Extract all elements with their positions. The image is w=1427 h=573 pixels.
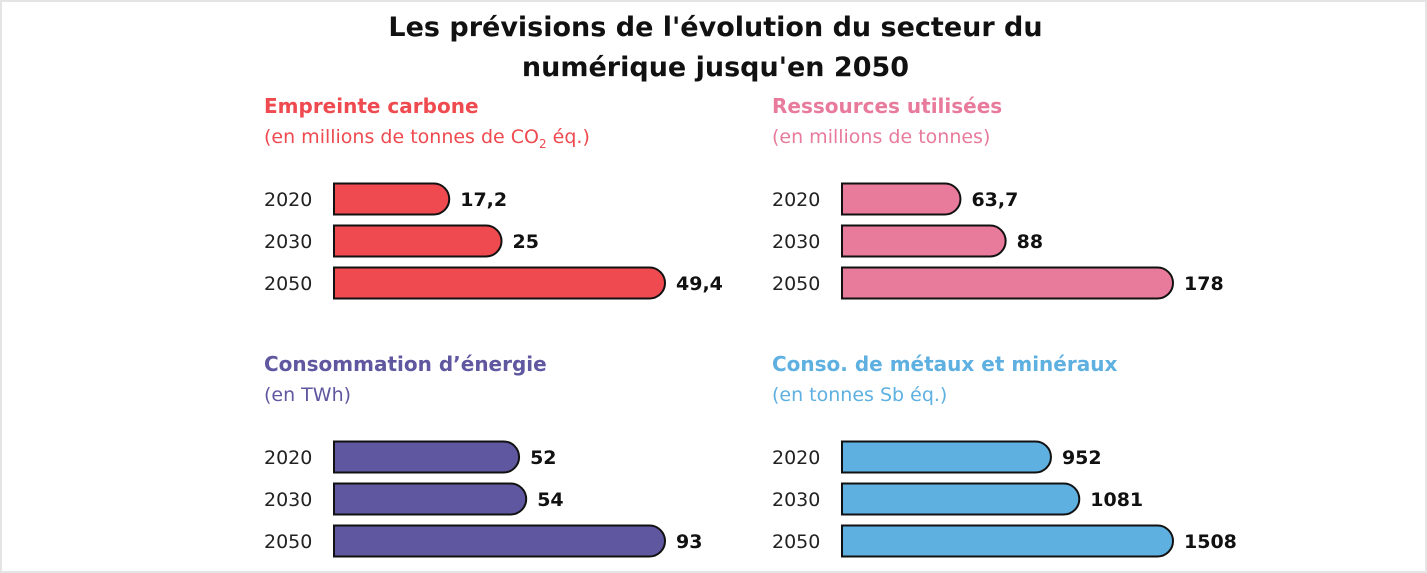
bar bbox=[333, 524, 666, 558]
year-label: 2030 bbox=[264, 231, 312, 253]
year-label: 2030 bbox=[772, 489, 820, 511]
bar bbox=[841, 524, 1174, 558]
bar-chart: 2020 52 2030 54 2050 93 bbox=[264, 440, 702, 558]
chart-title-line-1: Les prévisions de l'évolution du secteur… bbox=[388, 12, 1043, 43]
bar bbox=[333, 182, 451, 216]
panel-subtitle: (en millions de tonnes) bbox=[772, 126, 991, 148]
panel-title: Empreinte carbone bbox=[264, 94, 479, 118]
value-label: 1081 bbox=[1090, 489, 1143, 511]
panel-subtitle: (en millions de tonnes de CO2 éq.) bbox=[264, 126, 590, 151]
year-label: 2020 bbox=[264, 189, 312, 211]
value-label: 17,2 bbox=[460, 189, 507, 211]
bar bbox=[841, 440, 1052, 474]
value-label: 178 bbox=[1184, 273, 1224, 295]
year-label: 2020 bbox=[264, 447, 312, 469]
year-label: 2050 bbox=[772, 273, 820, 295]
bar bbox=[841, 182, 962, 216]
bar-chart: 2020 952 2030 1081 2050 1508 bbox=[772, 440, 1237, 558]
bar-chart: 2020 63,7 2030 88 2050 178 bbox=[772, 182, 1224, 300]
panel-metaux-mineraux: Conso. de métaux et minéraux (en tonnes … bbox=[772, 352, 1372, 572]
bar bbox=[333, 482, 528, 516]
year-label: 2050 bbox=[772, 531, 820, 553]
bar bbox=[333, 440, 520, 474]
chart-title-line-2: numérique jusqu'en 2050 bbox=[521, 52, 910, 83]
value-label: 52 bbox=[530, 447, 556, 469]
panel-title: Conso. de métaux et minéraux bbox=[772, 352, 1118, 376]
panel-consommation-energie: Consommation d’énergie (en TWh) 2020 52 20… bbox=[264, 352, 864, 572]
bar bbox=[841, 266, 1174, 300]
value-label: 49,4 bbox=[676, 273, 723, 295]
panel-title: Consommation d’énergie bbox=[264, 352, 547, 376]
bar-chart: 2020 17,2 2030 25 2050 49,4 bbox=[264, 182, 723, 300]
panel-title: Ressources utilisées bbox=[772, 94, 1003, 118]
bar bbox=[333, 224, 503, 258]
panel-ressources-utilisees: Ressources utilisées (en millions de ton… bbox=[772, 94, 1372, 314]
panel-subtitle: (en tonnes Sb éq.) bbox=[772, 384, 948, 406]
value-label: 63,7 bbox=[971, 189, 1018, 211]
value-label: 25 bbox=[513, 231, 539, 253]
year-label: 2030 bbox=[264, 489, 312, 511]
year-label: 2030 bbox=[772, 231, 820, 253]
bar bbox=[841, 224, 1007, 258]
value-label: 1508 bbox=[1184, 531, 1237, 553]
value-label: 88 bbox=[1017, 231, 1043, 253]
year-label: 2050 bbox=[264, 531, 312, 553]
value-label: 952 bbox=[1062, 447, 1102, 469]
value-label: 54 bbox=[537, 489, 563, 511]
bar bbox=[333, 266, 666, 300]
year-label: 2050 bbox=[264, 273, 312, 295]
value-label: 93 bbox=[676, 531, 702, 553]
year-label: 2020 bbox=[772, 189, 820, 211]
bar bbox=[841, 482, 1081, 516]
year-label: 2020 bbox=[772, 447, 820, 469]
panel-subtitle: (en TWh) bbox=[264, 384, 352, 406]
panel-empreinte-carbone: Empreinte carbone (en millions de tonnes… bbox=[264, 94, 864, 314]
